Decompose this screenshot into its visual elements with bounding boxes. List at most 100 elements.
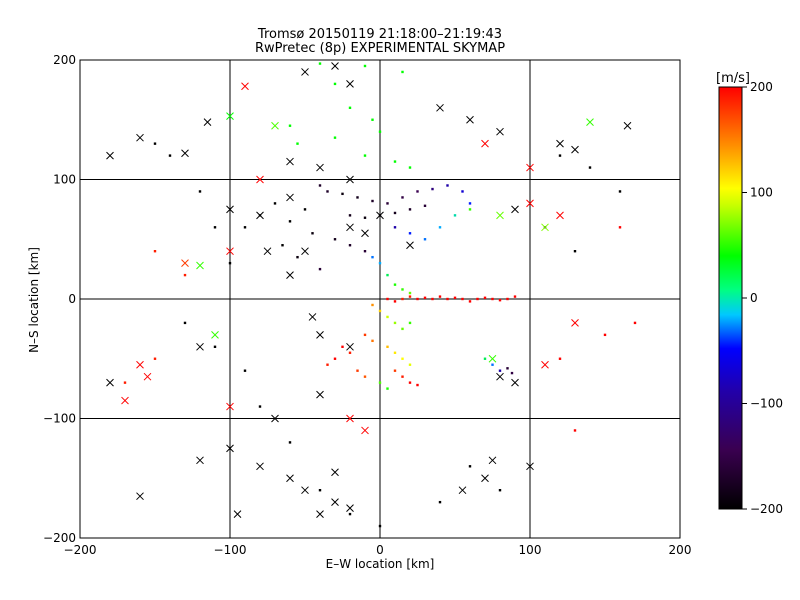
data-point-dot <box>408 381 412 384</box>
data-point-dot <box>258 405 262 408</box>
data-point-dot <box>431 297 434 301</box>
data-point-dot <box>408 363 412 366</box>
data-point-x <box>496 211 504 220</box>
data-point-dot <box>468 465 472 468</box>
data-point-x <box>541 223 549 232</box>
data-point-dot <box>348 244 352 247</box>
data-point-dot <box>386 387 389 390</box>
data-point-dot <box>363 64 367 68</box>
data-point-x <box>361 426 369 435</box>
data-point-dot <box>326 363 329 366</box>
data-point-dot <box>393 160 397 163</box>
data-point-x <box>226 247 234 256</box>
data-point-x <box>181 259 189 268</box>
data-point-dot <box>348 106 352 109</box>
data-point-dot <box>288 220 292 223</box>
data-point-dot <box>408 321 412 325</box>
colorbar: [m/s] 200 100 0 −100 −200 <box>716 71 783 516</box>
data-point-x <box>511 378 519 387</box>
data-point-dot <box>506 297 509 301</box>
data-point-x <box>181 149 189 158</box>
data-point-dot <box>408 291 412 295</box>
data-point-dot <box>333 82 337 86</box>
data-point-dot <box>386 202 389 205</box>
data-point-x <box>346 414 354 423</box>
colorbar-gradient <box>718 86 743 510</box>
data-point-dot <box>386 273 389 277</box>
data-point-dot <box>296 142 299 145</box>
plot-frame <box>79 59 681 539</box>
data-point-x <box>136 133 144 142</box>
data-point-dot <box>198 190 202 193</box>
data-point-dot <box>408 166 412 169</box>
data-point-dot <box>401 288 404 291</box>
data-point-dot <box>498 369 502 372</box>
chart-subtitle: RwPretec (8p) EXPERIMENTAL SKYMAP <box>255 41 505 56</box>
data-point-x <box>316 163 324 172</box>
data-point-x <box>331 62 339 70</box>
colorbar-tick-label: 0 <box>750 291 758 305</box>
data-point-dot <box>468 208 472 211</box>
colorbar-tick-label: 200 <box>750 80 773 94</box>
data-point-x <box>556 139 564 148</box>
data-point-x <box>196 456 204 465</box>
data-point-dot <box>408 295 412 298</box>
data-point-dot <box>506 367 509 370</box>
data-point-dot <box>416 383 419 387</box>
data-point-dot <box>296 255 299 259</box>
data-point-dot <box>273 202 277 205</box>
data-point-x <box>211 330 219 339</box>
data-point-dot <box>318 62 322 65</box>
data-point-x <box>286 193 294 202</box>
data-point-x <box>136 492 144 501</box>
data-point-dot <box>573 250 577 253</box>
data-point-x <box>106 378 114 387</box>
data-point-dot <box>401 357 404 360</box>
y-axis-label: N–S location [km] <box>27 247 41 353</box>
data-point-x <box>226 444 234 453</box>
data-point-dot <box>498 298 502 302</box>
data-point-dot <box>423 204 427 207</box>
data-point-x <box>466 115 474 124</box>
x-axis-label: E–W location [km] <box>326 557 435 571</box>
data-point-x <box>346 342 354 351</box>
data-point-dot <box>468 300 472 303</box>
data-point-dot <box>378 309 382 313</box>
data-point-dot <box>363 333 367 337</box>
data-point-dot <box>491 363 494 366</box>
data-point-x <box>526 462 534 471</box>
data-point-dot <box>393 300 397 303</box>
data-point-x <box>241 82 249 91</box>
data-point-dot <box>438 295 442 298</box>
data-point-dot <box>371 303 374 307</box>
data-point-x <box>346 175 354 184</box>
data-point-x <box>511 205 519 214</box>
data-point-x <box>481 139 489 148</box>
data-point-dot <box>288 441 292 444</box>
data-point-x <box>271 121 279 130</box>
data-point-dot <box>386 315 389 319</box>
data-point-x <box>623 121 632 130</box>
data-point-dot <box>446 297 449 301</box>
data-point-dot <box>318 489 322 492</box>
data-point-dot <box>318 267 322 271</box>
data-point-dot <box>393 369 397 372</box>
y-tick-label: 100 <box>53 173 76 187</box>
data-point-x <box>226 205 234 214</box>
data-point-dot <box>371 118 374 121</box>
data-point-dot <box>510 371 514 375</box>
data-point-x <box>556 211 564 220</box>
data-point-dot <box>401 297 404 301</box>
data-point-dot <box>311 232 314 235</box>
colorbar-tick-label: 100 <box>750 186 773 200</box>
data-point-dot <box>326 190 329 193</box>
data-point-x <box>488 354 497 363</box>
data-point-dot <box>438 226 442 229</box>
data-point-dot <box>303 208 307 211</box>
data-point-x <box>458 486 467 495</box>
data-point-x <box>196 342 204 351</box>
data-point-dot <box>153 357 157 360</box>
data-point-x <box>301 247 309 256</box>
data-point-x <box>316 330 324 339</box>
data-point-dot <box>483 296 487 300</box>
